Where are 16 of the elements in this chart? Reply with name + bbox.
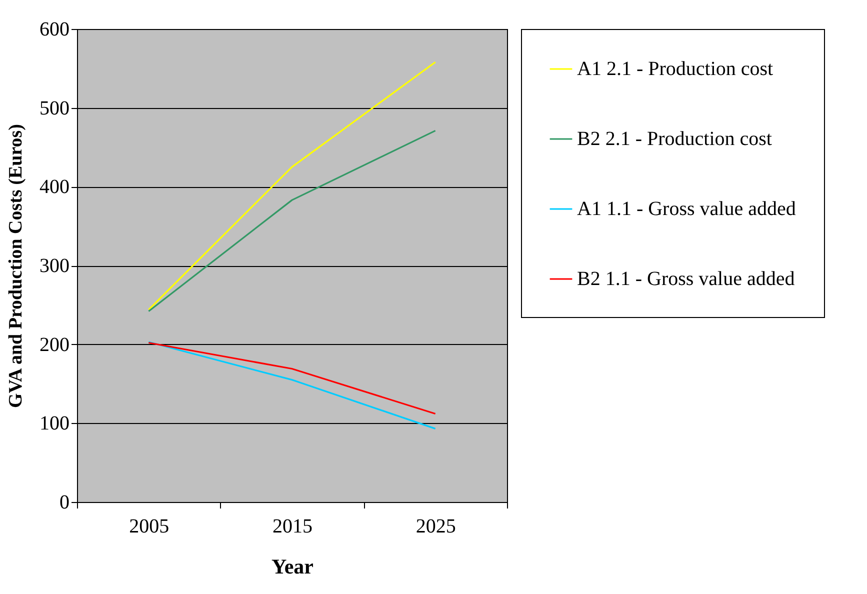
legend-label: A1 2.1 - Production cost (577, 58, 774, 80)
x-axis-title: Year (272, 554, 314, 578)
legend-label: B2 2.1 - Production cost (577, 128, 772, 150)
x-tick-label: 2025 (416, 516, 456, 538)
x-tick-label: 2015 (272, 516, 312, 538)
y-tick-label: 100 (40, 412, 70, 435)
y-axis-title: GVA and Production Costs (Euros) (6, 124, 26, 408)
y-tick-label: 300 (40, 255, 70, 277)
y-tick-label: 600 (40, 18, 70, 40)
legend-label: B2 1.1 - Gross value added (577, 268, 795, 290)
y-tick-label: 0 (60, 492, 70, 514)
x-tick-label: 2005 (129, 516, 170, 538)
y-tick-label: 200 (40, 334, 70, 356)
y-tick-label: 400 (40, 176, 70, 198)
y-tick-label: 500 (40, 97, 70, 120)
legend-label: A1 1.1 - Gross value added (577, 198, 796, 220)
